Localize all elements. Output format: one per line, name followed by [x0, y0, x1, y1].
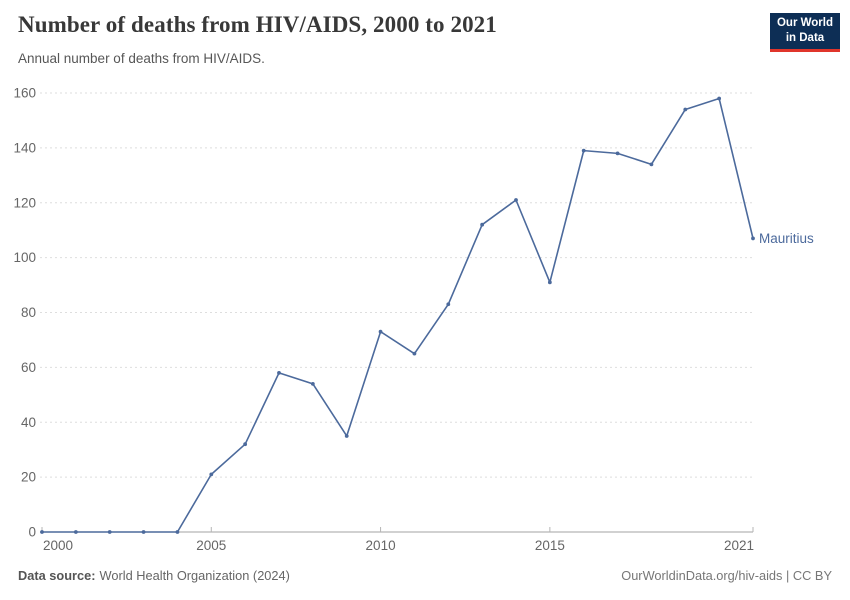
chart-subtitle: Annual number of deaths from HIV/AIDS. [18, 51, 265, 66]
series-end-label: Mauritius [759, 231, 814, 246]
data-point [717, 96, 722, 101]
y-axis-tick-label: 0 [28, 525, 36, 540]
line-chart-plot-area: 0 20 40 60 80 100 120 140 160 2000 2005 2010 2015 202… [13, 86, 814, 554]
series-line-mauritius [41, 97, 754, 533]
data-point [107, 530, 112, 534]
x-axis-tick-label: 2010 [366, 538, 396, 553]
data-source-note: Data source: World Health Organization (2… [18, 568, 290, 583]
data-point [480, 222, 485, 227]
y-axis-tick-label: 20 [21, 470, 36, 485]
y-axis-tick-label: 60 [21, 360, 36, 375]
x-axis-tick-label: 2005 [196, 538, 226, 553]
y-axis-tick-label: 100 [13, 250, 36, 265]
footer-link-and-license[interactable]: OurWorldinData.org/hiv-aids | CC BY [621, 568, 832, 583]
data-point [141, 530, 146, 534]
x-axis-tick-label: 2000 [43, 538, 73, 553]
x-axis-tick-label: 2015 [535, 538, 565, 553]
owid-logo-line2: in Data [785, 32, 825, 44]
y-axis-tick-label: 140 [13, 140, 36, 155]
y-axis-tick-label: 160 [13, 86, 36, 101]
data-point [73, 530, 78, 534]
owid-logo[interactable]: Our World in Data [770, 13, 840, 52]
data-point [514, 198, 518, 202]
owid-logo-line1: Our World [776, 17, 833, 30]
data-point [581, 148, 586, 153]
data-point [243, 442, 248, 447]
y-axis-tick-label: 40 [21, 415, 36, 430]
data-point [412, 351, 417, 356]
data-point [209, 472, 214, 477]
y-axis-tick-label: 80 [21, 305, 36, 320]
data-point [378, 329, 383, 334]
data-point [277, 370, 281, 375]
chart-footer: Data source: World Health Organization (2… [18, 568, 832, 583]
data-point [344, 434, 349, 438]
chart-title: Number of deaths from HIV/AIDS, 2000 to … [18, 12, 497, 37]
data-source-text: World Health Organization (2024) [99, 568, 290, 583]
data-point [649, 162, 654, 167]
data-point [40, 530, 44, 534]
data-point [547, 280, 552, 285]
data-point [751, 236, 755, 241]
data-point [615, 151, 620, 156]
data-point [446, 302, 451, 307]
data-source-label: Data source: [18, 568, 96, 583]
x-axis-tick-label: 2021 [724, 538, 754, 553]
data-point [310, 381, 315, 386]
data-point [683, 107, 688, 112]
data-point [175, 530, 180, 534]
y-axis-tick-label: 120 [13, 195, 36, 210]
